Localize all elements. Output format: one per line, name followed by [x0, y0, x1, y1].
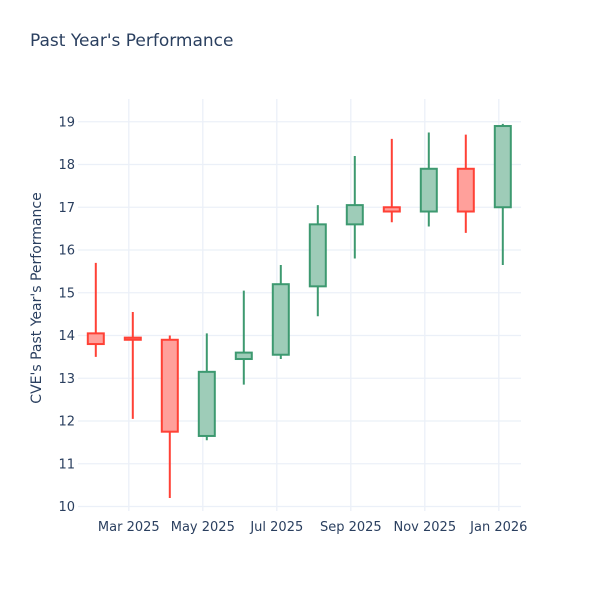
candle-body [197, 370, 216, 437]
x-tick-label: Sep 2025 [320, 520, 382, 535]
chart-title: Past Year's Performance [30, 31, 234, 51]
candle-body [234, 351, 253, 361]
candle-body [160, 338, 179, 433]
candle-series [86, 123, 512, 498]
candle-body [123, 336, 142, 341]
candle-jun-2025 [234, 290, 253, 385]
candle-jul-2025 [271, 264, 290, 360]
y-tick-label: 11 [58, 457, 75, 472]
candle-body [493, 125, 512, 209]
x-tick-label: May 2025 [171, 520, 235, 535]
x-tick-label: Nov 2025 [394, 520, 457, 535]
candle-nov-2025 [419, 132, 438, 227]
candle-body [382, 206, 401, 213]
candle-body [271, 283, 290, 356]
y-tick-label: 19 [58, 115, 75, 130]
candle-apr-2025 [160, 335, 179, 498]
y-axis-title: CVE's Past Year's Performance [29, 192, 45, 403]
candle-body [308, 223, 327, 288]
x-tick-label: Jul 2025 [249, 520, 303, 535]
y-tick-label: 16 [58, 244, 75, 259]
candle-body [456, 167, 475, 213]
candle-feb-2025 [86, 262, 105, 357]
y-tick-label: 13 [58, 372, 75, 387]
x-tick-label: Mar 2025 [98, 520, 160, 535]
candle-may-2025 [197, 333, 216, 441]
candle-body [419, 167, 438, 213]
gridlines [78, 99, 521, 511]
candle-aug-2025 [308, 205, 327, 317]
candle-dec-2025 [456, 134, 475, 233]
candle-sep-2025 [345, 155, 364, 259]
y-tick-label: 12 [58, 415, 75, 430]
candle-jan-2026 [493, 123, 512, 265]
candle-body [345, 204, 364, 226]
y-tick-label: 10 [58, 500, 75, 515]
y-tick-label: 17 [58, 201, 75, 216]
candle-mar-2025 [123, 311, 142, 419]
y-tick-label: 15 [58, 286, 75, 301]
candle-oct-2025 [382, 138, 401, 223]
axis-tick-labels: 10 11 12 13 14 15 16 17 18 19 Mar 2025 May 2025 Jul … [58, 115, 527, 535]
x-tick-label: Jan 2026 [469, 520, 527, 535]
candle-body [86, 332, 105, 346]
y-tick-label: 18 [58, 158, 75, 173]
y-tick-label: 14 [58, 329, 75, 344]
